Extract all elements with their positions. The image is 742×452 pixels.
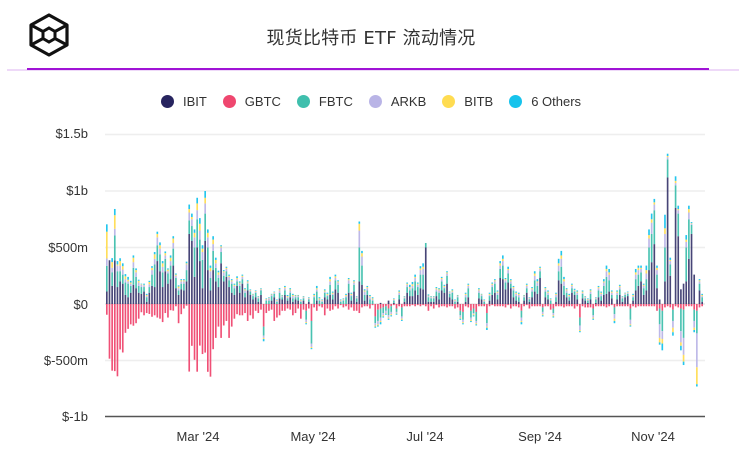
y-tick-label: $-500m: [44, 353, 88, 368]
header-divider-track: [7, 69, 739, 71]
x-tick-label: Nov '24: [631, 429, 675, 444]
x-tick-label: Jul '24: [406, 429, 443, 444]
y-axis: $1.5b $1b $500m $0 $-500m $-1b: [44, 126, 88, 424]
header-divider: [27, 68, 709, 70]
x-tick-label: Sep '24: [518, 429, 562, 444]
legend-label: IBIT: [182, 94, 207, 109]
legend-dot-icon: [442, 95, 456, 108]
y-tick-label: $-1b: [62, 409, 88, 424]
legend-dot-icon: [160, 95, 174, 108]
legend-dot-icon: [509, 95, 523, 108]
legend-item-others[interactable]: 6 Others: [509, 94, 581, 109]
x-axis: Mar '24 May '24 Jul '24 Sep '24 Nov '24: [177, 429, 675, 444]
legend-item-arkb[interactable]: ARKB: [368, 94, 427, 109]
legend-label: BITB: [464, 94, 494, 109]
legend-label: GBTC: [244, 94, 281, 109]
x-tick-label: May '24: [290, 429, 335, 444]
chart-legend: IBIT GBTC FBTC ARKB BITB 6 Others: [0, 94, 742, 109]
legend-label: 6 Others: [531, 94, 582, 109]
legend-item-fbtc[interactable]: FBTC: [296, 94, 353, 109]
legend-item-gbtc[interactable]: GBTC: [222, 94, 281, 109]
x-tick-label: Mar '24: [177, 429, 220, 444]
y-tick-label: $1b: [66, 183, 88, 198]
y-tick-label: $500m: [48, 240, 88, 255]
legend-dot-icon: [368, 95, 382, 108]
legend-dot-icon: [222, 95, 236, 108]
legend-label: FBTC: [318, 94, 353, 109]
legend-item-ibit[interactable]: IBIT: [160, 94, 207, 109]
page-title: 现货比特币 ETF 流动情况: [266, 28, 476, 49]
block-cube-logo-icon: [26, 12, 72, 58]
legend-label: ARKB: [390, 94, 427, 109]
y-tick-label: $0: [74, 297, 88, 312]
stacked-bars: [106, 153, 703, 387]
legend-dot-icon: [296, 95, 310, 108]
y-tick-label: $1.5b: [55, 126, 88, 141]
legend-item-bitb[interactable]: BITB: [442, 94, 493, 109]
